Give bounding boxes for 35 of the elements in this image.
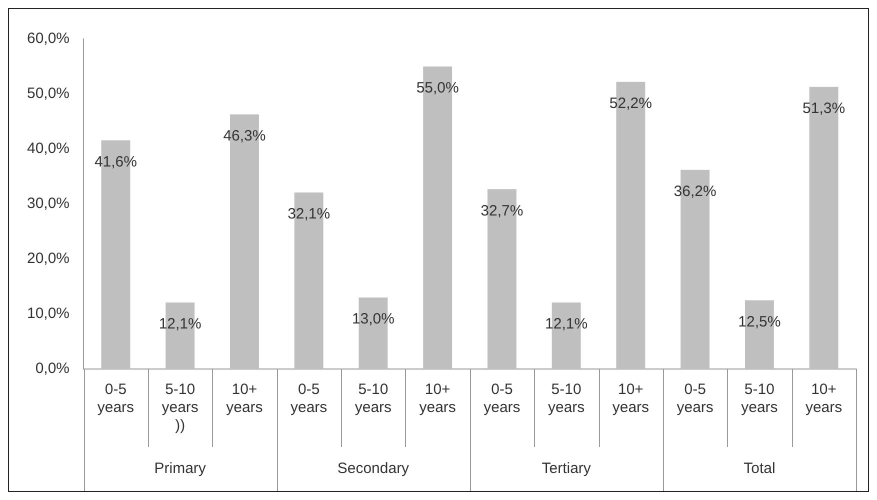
data-label: 46,3% (223, 127, 266, 144)
x-tick-label: 10+ years (419, 381, 456, 416)
data-label: 13,0% (352, 310, 394, 328)
data-label: 32,1% (288, 206, 330, 223)
data-label: 12,1% (545, 316, 588, 333)
text: Tertiary (542, 460, 592, 478)
data-label: 41,6% (94, 153, 137, 170)
y-tick-label: 0,0% (35, 360, 70, 378)
text: Secondary (337, 460, 410, 478)
text: Total (744, 460, 776, 478)
x-tick-label: 0-5 years (97, 381, 134, 416)
data-label: 55,0% (416, 80, 459, 97)
y-tick-label: 10,0% (26, 305, 70, 322)
y-tick-label: 30,0% (26, 195, 70, 212)
data-label: 51,3% (802, 100, 846, 117)
x-tick-label: 0-5 years (290, 381, 328, 416)
data-label: 52,2% (609, 95, 652, 112)
x-tick-label: 10+ years (612, 381, 650, 416)
data-label: 12,1% (158, 316, 202, 333)
x-tick-label: 5-10 years (741, 381, 778, 416)
data-label: 32,7% (480, 202, 524, 220)
x-tick-label: 10+ years (805, 381, 842, 416)
text: Primary (154, 460, 206, 478)
y-tick-label: 40,0% (26, 140, 70, 158)
y-tick-label: 20,0% (26, 250, 70, 268)
x-tick-label: 0-5 years (484, 381, 520, 416)
x-tick-label: 5-10 years (354, 381, 392, 416)
x-tick-label: 5-10 years (548, 381, 585, 416)
data-label: 36,2% (674, 183, 716, 200)
x-tick-label: 5-10 years )) (162, 381, 198, 434)
data-label: 12,5% (738, 313, 781, 330)
y-tick-label: 50,0% (26, 85, 70, 102)
y-tick-label: 60,0% (26, 30, 70, 48)
x-tick-label: 10+ years (226, 381, 263, 416)
x-tick-label: 0-5 years (676, 381, 714, 416)
